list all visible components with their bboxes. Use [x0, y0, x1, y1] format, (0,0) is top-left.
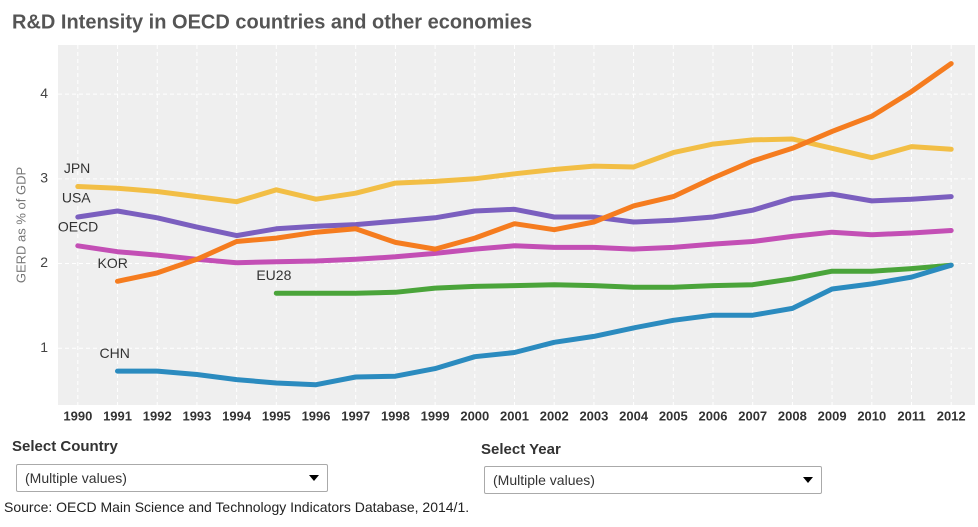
x-tick-label: 2005	[659, 408, 688, 423]
x-tick-label: 1990	[63, 408, 92, 423]
x-tick-label: 2012	[937, 408, 966, 423]
chart: R&D Intensity in OECD countries and othe…	[12, 11, 975, 423]
x-tick-label: 1992	[143, 408, 172, 423]
x-tick-label: 1999	[421, 408, 450, 423]
series-line	[115, 61, 954, 284]
x-tick-label: 2004	[619, 408, 649, 423]
series-line	[75, 191, 954, 239]
series-line	[115, 262, 954, 388]
series-line	[75, 228, 954, 266]
series-label: KOR	[98, 255, 128, 271]
x-tick-label: 2003	[579, 408, 608, 423]
year-dropdown[interactable]: (Multiple values)	[484, 466, 822, 494]
country-label: Select Country	[12, 438, 118, 455]
y-tick-label: 1	[40, 339, 48, 355]
chart-title: R&D Intensity in OECD countries and othe…	[12, 11, 532, 33]
series-label: OECD	[58, 218, 98, 234]
series-label: USA	[62, 190, 91, 206]
y-tick-label: 2	[40, 254, 48, 270]
x-tick-label: 2000	[460, 408, 489, 423]
x-tick-label: 2002	[540, 408, 569, 423]
country-value: (Multiple values)	[25, 470, 127, 486]
y-axis-label: GERD as % of GDP	[13, 167, 28, 283]
series-label: JPN	[64, 160, 90, 176]
x-tick-label: 2011	[897, 408, 925, 423]
x-tick-label: 2009	[818, 408, 847, 423]
x-tick-label: 1997	[341, 408, 370, 423]
x-tick-label: 1998	[381, 408, 410, 423]
x-tick-label: 2001	[500, 408, 529, 423]
y-tick-label: 4	[40, 85, 48, 101]
country-dropdown[interactable]: (Multiple values)	[16, 464, 328, 492]
source-note: Source: OECD Main Science and Technology…	[4, 499, 470, 515]
x-tick-label: 2007	[738, 408, 767, 423]
x-tick-label: 1996	[302, 408, 331, 423]
x-tick-label: 2008	[778, 408, 807, 423]
x-tick-label: 1993	[182, 408, 211, 423]
series-label: EU28	[256, 267, 291, 283]
year-value: (Multiple values)	[493, 472, 595, 488]
x-tick-label: 1991	[103, 408, 132, 423]
x-tick-label: 1995	[262, 408, 291, 423]
x-tick-label: 2010	[857, 408, 886, 423]
series-label: CHN	[100, 345, 130, 361]
year-label: Select Year	[481, 441, 561, 458]
series-line	[273, 262, 954, 296]
y-tick-label: 3	[40, 170, 48, 186]
x-tick-label: 1994	[222, 408, 252, 423]
x-tick-label: 2006	[699, 408, 728, 423]
